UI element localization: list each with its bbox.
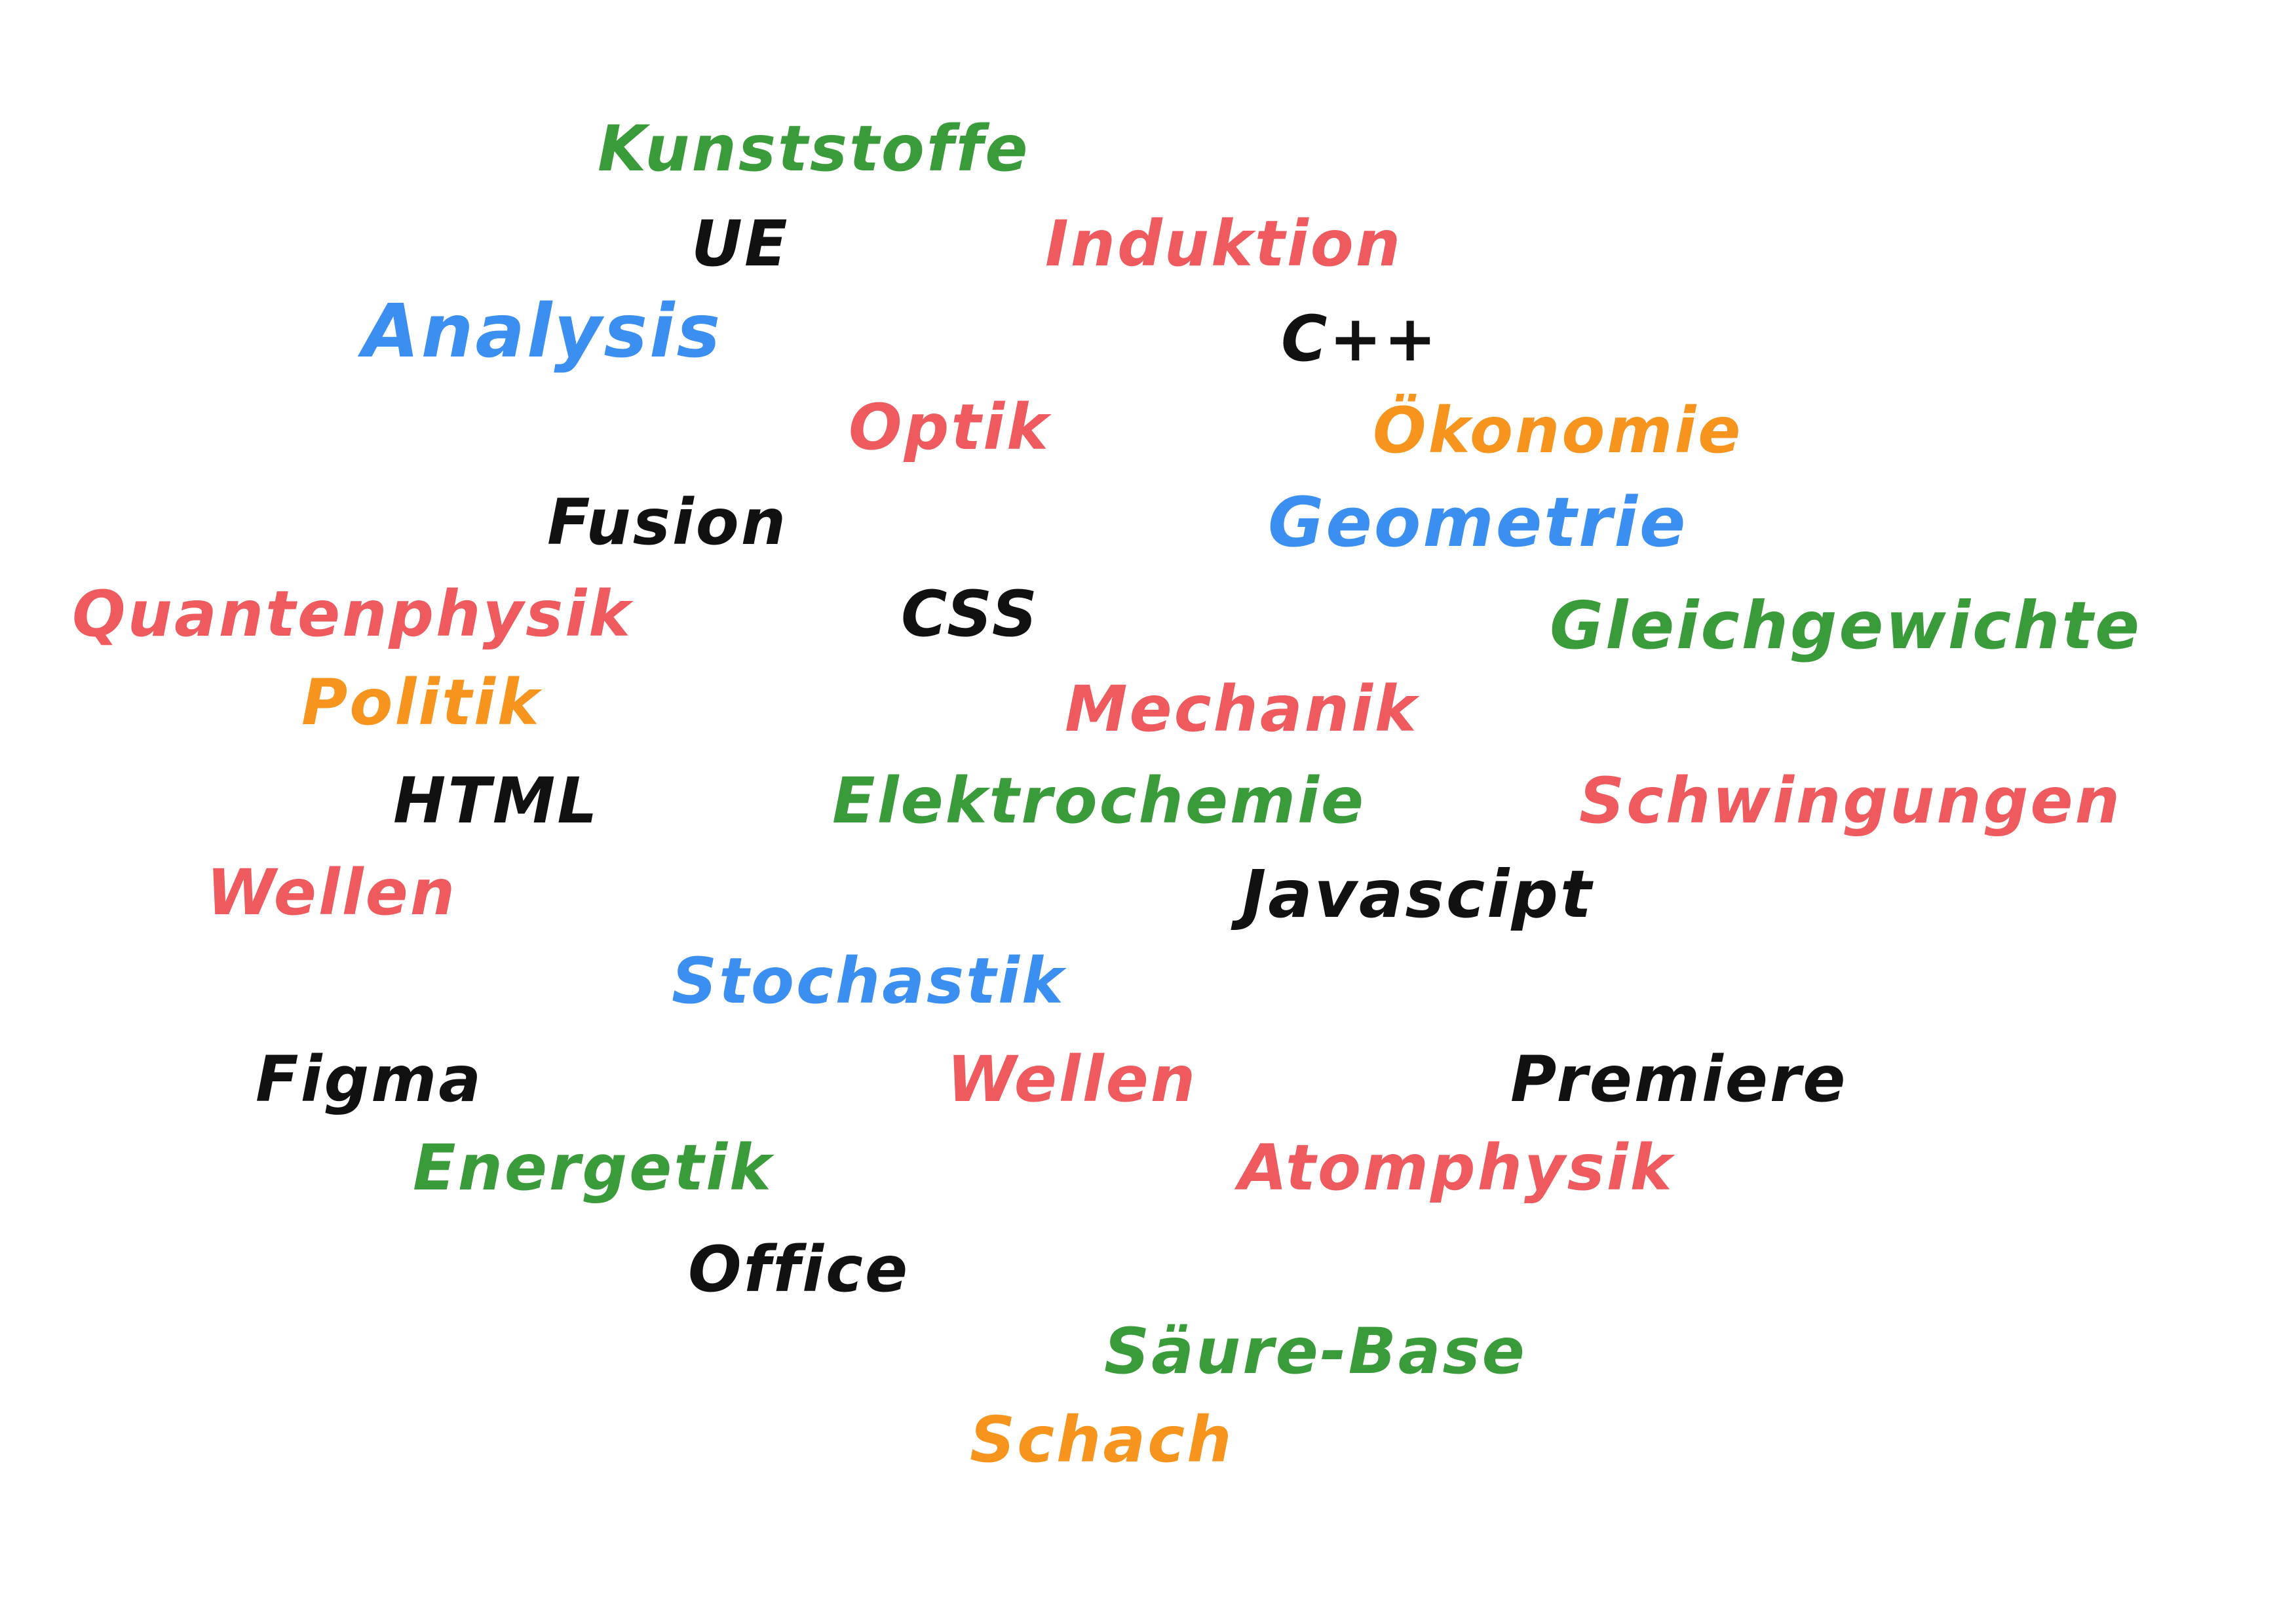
word-mechanik: Mechanik	[1065, 672, 1419, 746]
word-kunststoffe: Kunststoffe	[598, 112, 1030, 185]
word-geometrie: Geometrie	[1268, 482, 1688, 562]
word-analysis: Analysis	[362, 289, 723, 374]
word-induktion: Induktion	[1045, 207, 1403, 280]
word-politik: Politik	[301, 666, 541, 739]
word-css: CSS	[901, 577, 1039, 651]
word-elektrochemie: Elektrochemie	[832, 764, 1366, 838]
word-wellen: Wellen	[206, 856, 457, 929]
word-optik: Optik	[849, 391, 1050, 464]
word-energetik: Energetik	[413, 1131, 773, 1205]
word-premiere: Premiere	[1510, 1043, 1848, 1116]
word-html: HTML	[393, 764, 600, 838]
word-stochastik: Stochastik	[672, 944, 1065, 1018]
word-figma: Figma	[256, 1043, 484, 1116]
word-quantenphysik: Quantenphysik	[72, 577, 632, 651]
word-fusion: Fusion	[547, 486, 788, 559]
word-ue: UE	[691, 207, 790, 280]
word-saeure-base: Säure-Base	[1104, 1315, 1527, 1388]
word-oekonomie: Ökonomie	[1373, 394, 1743, 467]
word-schwingungen: Schwingungen	[1579, 764, 2122, 838]
word-cpp: C++	[1281, 302, 1439, 376]
word-office: Office	[688, 1233, 910, 1306]
word-wellen-second: Wellen	[947, 1043, 1198, 1116]
word-javascript: Javascipt	[1242, 856, 1594, 933]
word-schach: Schach	[970, 1403, 1234, 1477]
word-gleichgewichte: Gleichgewichte	[1550, 587, 2142, 664]
word-atomphysik: Atomphysik	[1238, 1131, 1674, 1205]
